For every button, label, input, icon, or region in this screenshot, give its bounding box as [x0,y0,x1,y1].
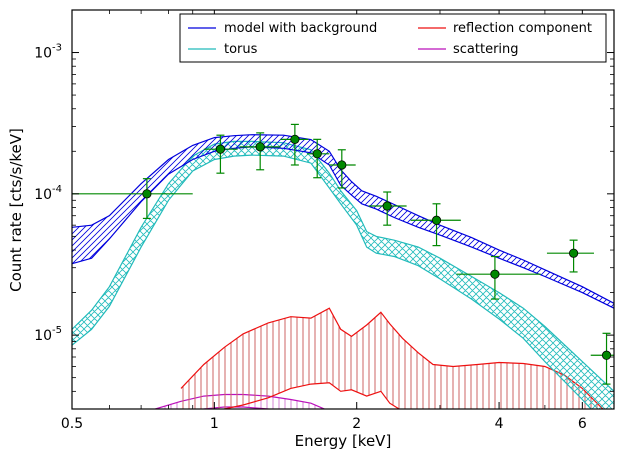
data-marker [601,350,612,360]
data-points-layer [72,123,614,385]
data-marker [382,201,392,211]
legend-label-torus: torus [224,42,258,57]
data-point [456,255,541,300]
data-point [280,123,309,166]
data-point [203,134,238,174]
data-point [72,178,193,220]
plot-frame [71,9,615,410]
data-marker [290,134,300,144]
data-point [410,203,461,247]
x-tick-label: 4 [495,416,504,432]
x-tick-label: 6 [578,416,587,432]
data-marker [490,269,500,279]
y-tick-label: 10-4 [34,184,62,203]
series-model-with-background [72,134,614,309]
data-point [546,239,594,273]
legend-label-reflection: reflection component [453,21,592,36]
upper-torus [72,140,614,392]
x-tick-label: 2 [352,416,361,432]
x-tick-label: 0.5 [61,416,83,432]
legend: model with background torus reflection c… [179,13,607,63]
series-reflection-component [180,307,604,409]
y-tick-label: 10-5 [34,325,62,344]
data-point [306,138,330,179]
lower-model-with-background [72,146,614,309]
band-torus [72,141,614,409]
upper-model-with-background [72,134,614,304]
data-marker [569,248,579,258]
legend-label-scattering: scattering [453,42,519,57]
x-tick-label: 1 [210,416,219,432]
data-marker [255,142,265,152]
y-tick-label: 10-3 [34,43,62,62]
tick-labels-layer: 0.5 1 2 4 6 10-5 10-4 10-3 [34,43,587,432]
lower-reflection-component [221,382,401,409]
x-axis-label: Energy [keV] [295,432,392,450]
data-point [329,149,356,189]
lower-torus [72,154,592,409]
data-point [239,132,281,171]
data-marker [215,144,226,154]
data-marker [142,189,152,199]
legend-box [179,13,607,63]
data-point [368,191,407,226]
legend-label-model: model with background [224,21,377,36]
lower-scattering [200,406,275,409]
data-point [590,332,614,385]
upper-reflection-component [180,307,604,409]
band-reflection-component [181,308,603,409]
data-marker [312,149,322,159]
series-layer [72,134,614,409]
data-marker [431,215,442,225]
series-torus [72,140,614,409]
y-axis-label: Count rate [cts/s/keV] [7,128,25,292]
data-marker [337,160,347,170]
